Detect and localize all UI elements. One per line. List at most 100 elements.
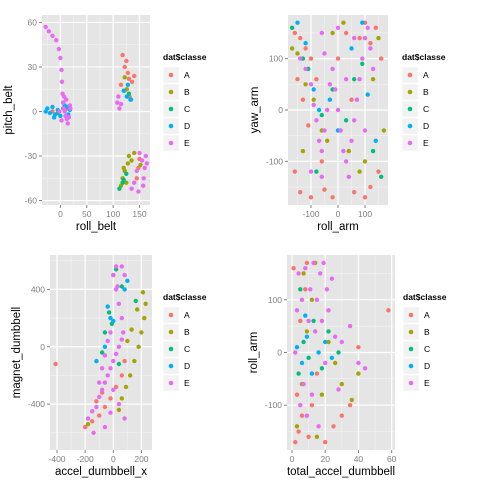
x-tick-label: 0 xyxy=(290,454,295,464)
data-point-C xyxy=(343,118,349,123)
data-point-A xyxy=(122,64,127,70)
x-tick-label: 200 xyxy=(134,454,148,464)
data-point-E xyxy=(97,394,102,400)
x-tick-label: 150 xyxy=(132,209,146,219)
data-point-B xyxy=(309,297,315,302)
legend-label-A: A xyxy=(184,70,190,80)
data-point-E xyxy=(311,102,316,108)
data-point-B xyxy=(140,290,146,295)
data-point-E xyxy=(294,308,300,313)
data-point-D xyxy=(122,287,127,292)
data-point-E xyxy=(113,264,119,269)
data-point-E xyxy=(57,109,62,114)
data-point-B xyxy=(370,77,376,82)
data-point-B xyxy=(362,159,368,164)
data-point-E xyxy=(339,339,344,345)
legend-title: dat$classe xyxy=(402,52,446,62)
data-point-D xyxy=(128,97,134,102)
data-point-A xyxy=(126,76,132,82)
x-tick-label: -200 xyxy=(77,454,94,464)
data-point-B xyxy=(136,344,141,349)
data-point-A xyxy=(292,30,297,36)
data-point-E xyxy=(108,330,113,335)
data-point-E xyxy=(326,308,331,313)
data-point-C xyxy=(121,177,126,182)
data-point-E xyxy=(85,416,91,421)
data-point-A xyxy=(309,403,315,408)
data-point-B xyxy=(138,162,143,168)
data-point-E xyxy=(116,401,122,407)
data-point-B xyxy=(126,153,132,159)
data-point-E xyxy=(354,97,360,102)
data-point-B xyxy=(341,20,346,25)
legend-marker-B xyxy=(168,89,174,95)
data-point-D xyxy=(349,46,354,51)
chart-panel-3: -400 -200 0 200 -400 0 400 accel_dumbbell_x magn… xyxy=(11,255,207,478)
data-point-E xyxy=(301,381,306,387)
y-tick-label: 60 xyxy=(28,17,38,27)
data-point-E xyxy=(134,168,139,174)
data-point-E xyxy=(293,350,298,355)
y-axis-title: yaw_arm xyxy=(249,87,261,134)
legend-label-D: D xyxy=(184,121,190,131)
data-point-E xyxy=(137,150,142,156)
data-point-B xyxy=(121,165,126,171)
data-point-A xyxy=(314,77,319,82)
data-point-E xyxy=(306,318,311,324)
data-point-A xyxy=(122,358,127,364)
data-point-A xyxy=(314,371,320,376)
data-point-D xyxy=(51,115,57,120)
data-point-A xyxy=(303,46,308,51)
data-point-B xyxy=(143,301,148,306)
data-point-C xyxy=(116,361,122,367)
legend-marker-E xyxy=(408,380,414,386)
data-point-E xyxy=(66,115,72,120)
data-point-A xyxy=(306,123,311,128)
data-point-E xyxy=(99,366,105,371)
data-point-E xyxy=(335,107,341,113)
data-point-A xyxy=(308,56,314,61)
data-point-A xyxy=(299,413,305,418)
data-point-E xyxy=(121,330,126,335)
data-point-A xyxy=(339,413,344,418)
data-point-B xyxy=(125,161,131,166)
data-point-A xyxy=(357,35,362,41)
data-point-D xyxy=(373,138,378,143)
legend-marker-D xyxy=(168,123,174,129)
data-point-A xyxy=(322,187,327,192)
data-point-E xyxy=(316,138,322,143)
legend-label-C: C xyxy=(424,344,430,354)
data-point-A xyxy=(293,439,298,445)
data-point-B xyxy=(129,158,134,163)
legend-marker-C xyxy=(408,346,414,352)
data-point-E xyxy=(308,82,314,87)
data-point-D xyxy=(360,20,365,25)
data-point-B xyxy=(325,138,330,143)
data-point-E xyxy=(296,271,301,276)
legend-label-A: A xyxy=(424,310,430,320)
data-point-E xyxy=(59,79,65,85)
legend-label-E: E xyxy=(184,378,190,388)
y-tick-label: -100 xyxy=(265,400,282,410)
legend-marker-C xyxy=(168,346,174,352)
data-point-E xyxy=(321,260,326,266)
data-point-D xyxy=(105,304,110,309)
data-point-A xyxy=(330,195,335,200)
data-point-E xyxy=(115,284,120,289)
y-axis-title: roll_arm xyxy=(248,332,260,374)
data-point-E xyxy=(116,94,121,99)
data-point-E xyxy=(324,287,330,292)
data-point-E xyxy=(111,272,116,278)
data-point-C xyxy=(124,171,129,176)
data-point-E xyxy=(97,380,102,385)
legend-title: dat$classe xyxy=(163,52,207,62)
data-point-E xyxy=(105,338,110,344)
data-point-B xyxy=(119,396,125,401)
data-point-A xyxy=(298,35,303,41)
chart-panel-2: -100 0 100 -100 0 100 roll_arm yaw_arm dat$class… xyxy=(249,15,446,233)
data-point-B xyxy=(376,35,381,41)
data-point-C xyxy=(301,339,306,345)
data-point-D xyxy=(309,371,315,376)
